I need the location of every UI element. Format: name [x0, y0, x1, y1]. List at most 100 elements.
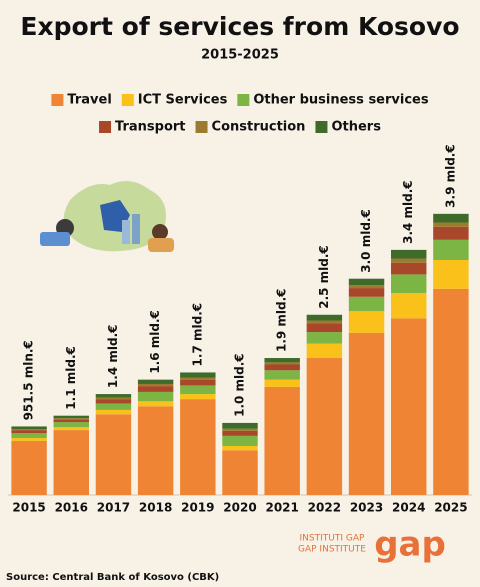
legend-swatch: [121, 94, 134, 106]
bar-segment: [391, 318, 427, 495]
legend-swatch: [99, 121, 112, 133]
bar-segment: [306, 320, 343, 324]
bar-segment: [11, 433, 47, 439]
legend-row: Transport Construction Others: [99, 120, 381, 135]
bar-segment: [222, 422, 258, 429]
bar-segment: [433, 259, 469, 289]
bar-segment: [348, 285, 385, 289]
chart-subtitle: 2015-2025: [201, 48, 279, 63]
bar-segment: [391, 249, 427, 259]
bar-segment: [348, 278, 385, 286]
bar-segment: [180, 377, 216, 380]
bar-segment: [433, 213, 469, 223]
bar-segment: [53, 427, 89, 431]
total-label: 2.5 mld.€: [317, 245, 331, 309]
bar-segment: [180, 379, 216, 386]
bar-segment: [137, 379, 174, 384]
total-label: 1.0 mld.€: [233, 353, 247, 417]
bar-segment: [433, 288, 469, 495]
bar-segment: [433, 226, 469, 240]
bar-segment: [264, 358, 300, 363]
total-label: 1.7 mld.€: [190, 303, 204, 367]
bar-segment: [348, 296, 385, 312]
legend-label: Construction: [212, 120, 306, 135]
total-label: 1.9 mld.€: [275, 288, 289, 352]
bar-segment: [222, 445, 258, 451]
bar-segment: [222, 430, 258, 436]
x-tick-label: 2015: [12, 501, 45, 515]
bar-segment: [306, 343, 343, 359]
bar-segment: [264, 362, 300, 365]
total-label: 1.6 mld.€: [148, 310, 162, 374]
bar-segment: [391, 274, 427, 294]
x-tick-label: 2016: [55, 501, 88, 515]
bar-segment: [11, 438, 47, 441]
legend-label: Transport: [115, 120, 185, 135]
bar-segment: [306, 332, 343, 344]
legend-swatch: [51, 94, 64, 106]
bar-segment: [95, 394, 132, 398]
bar-segment: [53, 419, 89, 423]
bar-segment: [264, 364, 300, 371]
bar-segment: [391, 262, 427, 275]
x-tick-label: 2018: [139, 501, 172, 515]
legend-label: ICT Services: [138, 93, 228, 108]
x-tick-label: 2024: [392, 501, 425, 515]
legend-label: Travel: [67, 93, 111, 108]
bar-segment: [11, 429, 47, 431]
bar-segment: [391, 258, 427, 263]
x-tick-label: 2020: [223, 501, 256, 515]
logo: gap: [374, 525, 446, 565]
bar-segment: [222, 435, 258, 446]
bar-segment: [95, 399, 132, 404]
bar-segment: [137, 386, 174, 392]
bar-segment: [53, 415, 89, 419]
bar-segment: [348, 332, 385, 495]
bar-segment: [137, 391, 174, 402]
bar-segment: [137, 406, 174, 495]
bar-segment: [53, 422, 89, 428]
legend-label: Other business services: [253, 93, 429, 108]
bar-segment: [95, 397, 132, 400]
legend-label: Others: [331, 120, 381, 135]
bar-segment: [95, 414, 132, 495]
bar-segment: [180, 394, 216, 400]
legend-swatch: [237, 94, 250, 106]
bar-segment: [11, 430, 47, 433]
bar-segment: [95, 403, 132, 410]
legend-swatch: [195, 121, 208, 133]
illustration: [40, 181, 174, 252]
total-label: 3.0 mld.€: [359, 209, 373, 273]
bar-segment: [137, 401, 174, 407]
total-label: 1.4 mld.€: [106, 325, 120, 389]
bar-segment: [306, 358, 343, 495]
source: Source: Central Bank of Kosovo (CBK): [6, 572, 219, 583]
bar-segment: [53, 430, 89, 495]
x-tick-label: 2025: [434, 501, 467, 515]
bar-segment: [95, 409, 132, 415]
bar-segment: [306, 314, 343, 321]
bar-segment: [222, 450, 258, 495]
total-label: 1.1 mld.€: [64, 346, 78, 410]
bar-segment: [306, 323, 343, 333]
bar-segment: [391, 293, 427, 319]
total-label: 951.5 mln.€: [22, 340, 36, 420]
bar-segment: [264, 370, 300, 380]
bar-segment: [180, 399, 216, 495]
bar-segment: [264, 386, 300, 495]
bar-segment: [222, 428, 258, 431]
bar-segment: [433, 239, 469, 260]
bar-segment: [53, 418, 89, 420]
legend-row: Travel ICT Services Other business service…: [51, 93, 429, 108]
total-label: 3.9 mld.€: [443, 144, 457, 208]
bar-segment: [11, 426, 47, 430]
chart-title: Export of services from Kosovo: [20, 12, 459, 41]
x-tick-label: 2017: [97, 501, 130, 515]
x-tick-label: 2022: [308, 501, 341, 515]
institute-name: INSTITUTI GAP: [300, 534, 365, 544]
x-tick-label: 2019: [181, 501, 214, 515]
legend-swatch: [315, 121, 328, 133]
bar-segment: [433, 222, 469, 227]
x-tick-label: 2021: [265, 501, 298, 515]
